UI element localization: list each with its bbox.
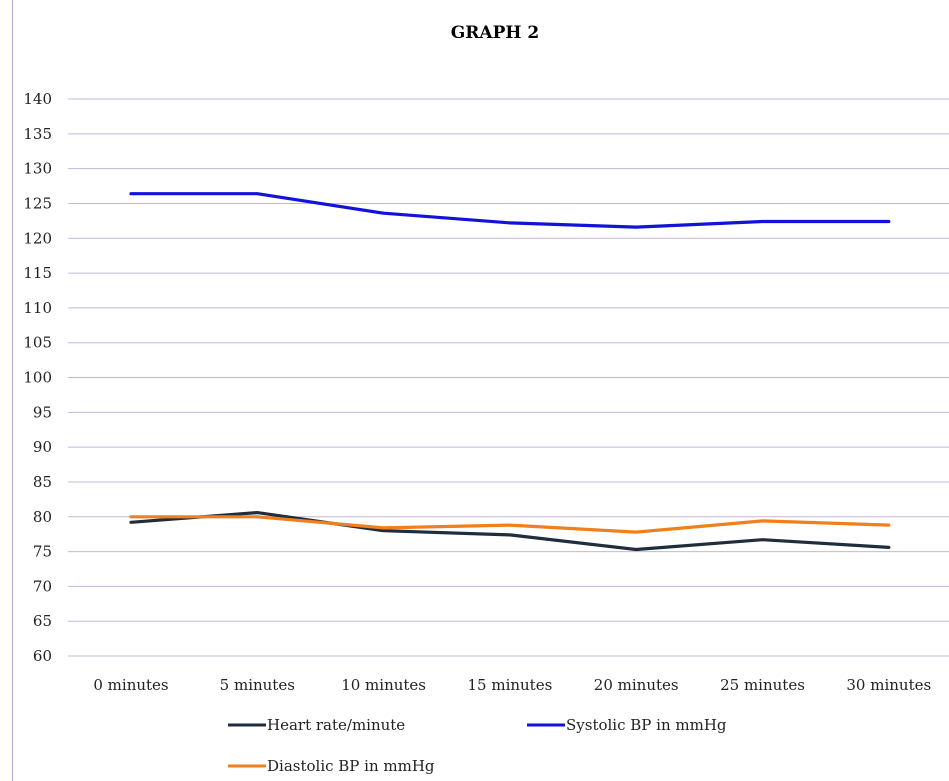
y-tick-label: 135 bbox=[23, 125, 52, 143]
y-axis-ticks: 60 65 70 75 80 85 90 95 100 105 110 115 120 125 130 135… bbox=[23, 90, 52, 665]
y-tick-label: 70 bbox=[33, 577, 52, 595]
x-axis-ticks: 0 minutes 5 minutes 10 minutes 15 minutes 20… bbox=[93, 676, 931, 694]
y-tick-label: 80 bbox=[33, 508, 52, 526]
y-tick-label: 140 bbox=[23, 90, 52, 108]
x-tick-label: 25 minutes bbox=[720, 676, 805, 694]
series-line bbox=[129, 515, 891, 534]
series-line bbox=[129, 510, 891, 552]
legend-label: Systolic BP in mmHg bbox=[566, 716, 727, 734]
series-lines bbox=[129, 192, 891, 552]
y-tick-label: 110 bbox=[23, 299, 52, 317]
series-line bbox=[129, 192, 891, 229]
y-tick-label: 130 bbox=[23, 160, 52, 178]
y-tick-label: 105 bbox=[23, 334, 52, 352]
x-tick-label: 0 minutes bbox=[93, 676, 168, 694]
legend: Heart rate/minute Systolic BP in mmHg Dias… bbox=[228, 716, 727, 775]
y-tick-label: 115 bbox=[23, 264, 52, 282]
y-tick-label: 125 bbox=[23, 194, 52, 212]
y-tick-label: 75 bbox=[33, 543, 52, 561]
x-tick-label: 15 minutes bbox=[467, 676, 552, 694]
y-tick-label: 100 bbox=[23, 369, 52, 387]
chart-title: GRAPH 2 bbox=[451, 23, 539, 43]
x-tick-label: 20 minutes bbox=[594, 676, 679, 694]
x-tick-label: 30 minutes bbox=[846, 676, 931, 694]
x-tick-label: 10 minutes bbox=[341, 676, 426, 694]
y-tick-label: 90 bbox=[33, 438, 52, 456]
x-tick-label: 5 minutes bbox=[220, 676, 295, 694]
page-left-rule bbox=[12, 0, 13, 781]
legend-label: Diastolic BP in mmHg bbox=[267, 757, 435, 775]
gridlines bbox=[68, 98, 949, 657]
y-tick-label: 60 bbox=[33, 647, 52, 665]
legend-label: Heart rate/minute bbox=[267, 716, 405, 734]
y-tick-label: 65 bbox=[33, 612, 52, 630]
y-tick-label: 95 bbox=[33, 403, 52, 421]
y-tick-label: 120 bbox=[23, 229, 52, 247]
y-tick-label: 85 bbox=[33, 473, 52, 491]
